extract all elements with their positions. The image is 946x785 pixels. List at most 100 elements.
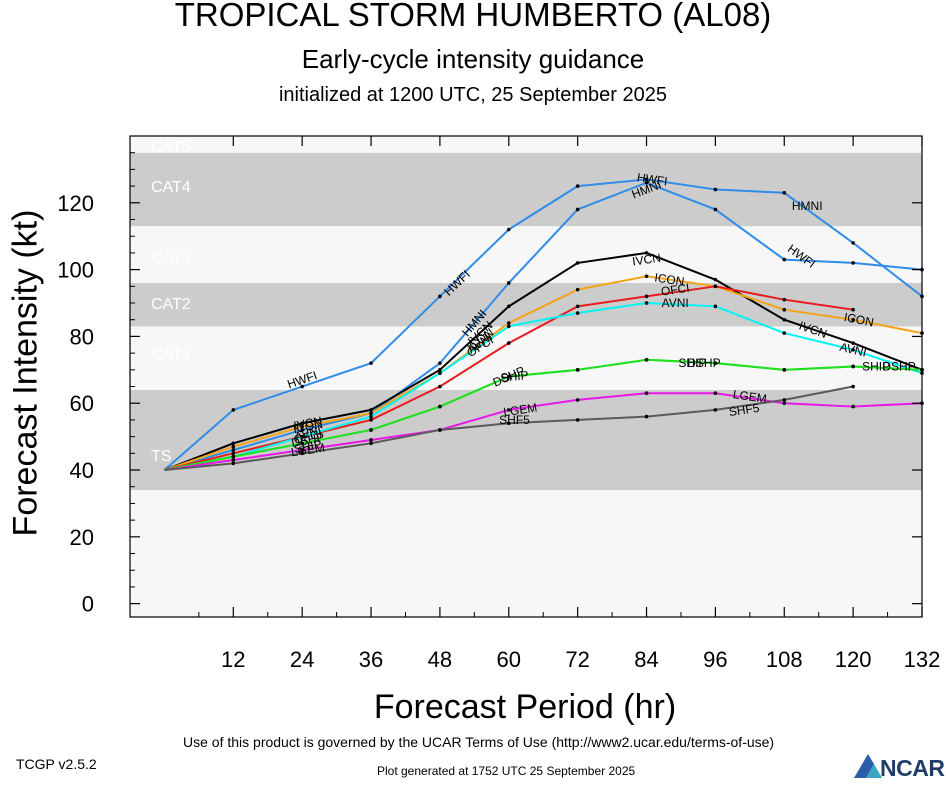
data-point-ivcn (438, 368, 442, 372)
band-cat1 (130, 326, 922, 390)
data-point-hmni (506, 281, 511, 285)
series-line-ivcn (164, 251, 923, 471)
series-label-avni: AVNI (838, 340, 868, 360)
series-label-icon: ICON (292, 417, 324, 436)
data-point-avni (644, 301, 649, 305)
data-point-ofci (713, 284, 718, 289)
series-label-icon: ICON (654, 271, 686, 289)
x-tick-label: 36 (359, 647, 383, 672)
data-point-lgem (644, 391, 649, 396)
x-tick-label: 48 (428, 647, 452, 672)
y-tick-label: 0 (82, 592, 94, 617)
data-point-icon (231, 444, 236, 449)
data-point-ofci (644, 294, 649, 299)
data-point-lgem (575, 398, 580, 402)
data-point-hmni (851, 261, 855, 265)
data-point-ofci (369, 418, 373, 422)
band-label-cat4: CAT4 (151, 179, 191, 196)
band-cat3 (130, 226, 922, 283)
data-point-icon (575, 287, 580, 292)
axes: 0 20 40 60 80 100 120 12 24 36 48 60 72 84 96 108 120 132 (57, 135, 940, 672)
version-label: TCGP v2.5.2 (16, 756, 97, 772)
band-label-cat3: CAT3 (151, 249, 191, 266)
data-point-hmni (713, 207, 718, 212)
series-label-lgem: LGEM (732, 387, 768, 406)
data-point-avni (369, 414, 373, 419)
data-point-lgem (369, 438, 373, 442)
data-point-ivcn (506, 304, 511, 309)
series-line-icon (164, 275, 923, 471)
data-point-shf5 (575, 418, 580, 422)
band-label-cat1: CAT1 (151, 346, 191, 363)
series-line-hwfi (163, 178, 923, 471)
data-point-shf5 (438, 428, 442, 432)
band-cat4 (130, 152, 922, 227)
data-point-ivcn (300, 421, 304, 426)
data-point-ship (851, 364, 855, 369)
data-point-ofci (231, 451, 236, 456)
data-point-hwfi (231, 408, 236, 412)
data-point-ivcn (231, 441, 236, 446)
data-point-ivcn (575, 261, 580, 265)
terms-of-use-notice: Use of this product is governed by the U… (183, 734, 775, 750)
series-line-avni (164, 302, 923, 472)
series-line-ship (164, 358, 923, 472)
series-label-shf5: SHF5 (499, 413, 530, 427)
data-point-lgem (506, 408, 511, 412)
y-tick-label: 40 (70, 458, 94, 483)
data-point-ivcn (851, 341, 855, 345)
data-point-hwfi (644, 177, 649, 182)
x-tick-label: 108 (766, 647, 803, 672)
series-label-ofci: OFCI (292, 426, 323, 446)
data-point-avni (438, 371, 442, 375)
y-tick-label: 80 (70, 324, 94, 349)
band-label-ts: TS (151, 448, 171, 465)
series-label-dshp: DSHP (882, 359, 915, 373)
series-label-lgem: LGEM (502, 401, 538, 420)
data-point-avni (300, 434, 304, 439)
data-point-hwfi (506, 227, 511, 232)
data-point-icon (782, 307, 787, 312)
data-point-ofci (438, 384, 442, 389)
data-point-hwfi (575, 184, 580, 188)
data-point-shf5 (644, 414, 649, 419)
x-axis-label: Forecast Period (hr) (373, 688, 677, 726)
logo-shape-right (866, 764, 882, 778)
data-point-icon (369, 411, 373, 416)
band-label-cat5: CAT5 (151, 139, 191, 156)
data-point-lgem (300, 448, 304, 452)
data-point-shf5 (300, 451, 304, 456)
data-point-ivcn (782, 317, 787, 322)
logo-text: NCAR (880, 755, 945, 780)
data-point-ofci (506, 341, 511, 345)
band-label-cat2: CAT2 (151, 296, 191, 313)
data-point-hmni (782, 257, 787, 262)
series-label-ofci: OFCI (660, 281, 690, 299)
x-tick-label: 24 (290, 647, 314, 672)
category-bands: TS CAT1 CAT2 CAT3 CAT4 CAT5 (130, 136, 922, 617)
x-tick-label: 72 (565, 647, 589, 672)
data-point-hwfi (782, 190, 787, 195)
generated-timestamp: Plot generated at 1752 UTC 25 September … (377, 764, 636, 778)
series-line-hmni (164, 181, 923, 471)
y-tick-label: 120 (57, 191, 94, 216)
data-point-hmni (438, 361, 442, 365)
plot-frame (129, 135, 923, 618)
data-point-ofci (575, 304, 580, 309)
x-tick-label: 12 (221, 647, 245, 672)
x-tick-label: 60 (497, 647, 521, 672)
data-point-shf5 (369, 441, 373, 446)
series-label-dshp: DSHP (290, 430, 325, 450)
data-point-avni (575, 311, 580, 315)
data-point-ivcn (644, 251, 649, 255)
series-label-icon: ICON (843, 310, 875, 329)
data-point-ship (575, 368, 580, 372)
series-labels: HWFIHWFIHWFIHWFIHMNIHMNIHMNIIVCNIVCNIVCN… (285, 170, 915, 459)
data-point-ship (369, 428, 373, 432)
series-label-ivcn: IVCN (631, 251, 661, 269)
data-point-ship (713, 361, 718, 365)
series-label-dshp: DSHP (687, 356, 720, 370)
data-point-ofci (851, 307, 855, 312)
data-point-hwfi (438, 294, 442, 299)
